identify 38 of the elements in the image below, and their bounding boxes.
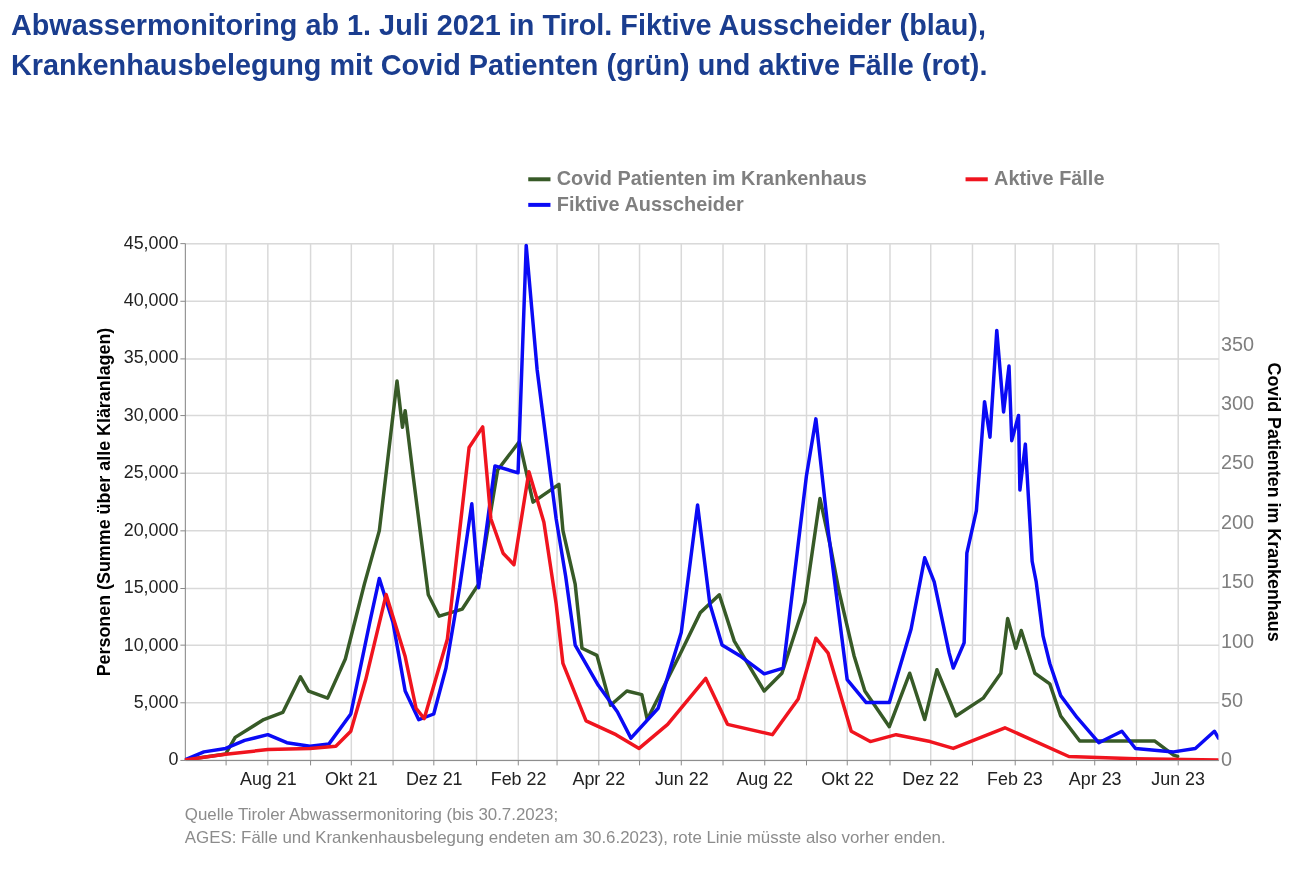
x-tick-label: Apr 22 xyxy=(572,769,626,790)
y2-tick-label: 0 xyxy=(1220,748,1232,771)
x-tick-label: Aug 22 xyxy=(736,769,794,790)
y-tick-label: 30,000 xyxy=(123,404,179,425)
x-tick-label: Dez 21 xyxy=(405,769,463,790)
y-tick-label: 40,000 xyxy=(123,290,179,311)
y-tick-label: 20,000 xyxy=(123,519,179,540)
y-tick-label: 25,000 xyxy=(123,462,179,483)
y-axis-title: Personen (Summe über alle Kläranlagen) xyxy=(93,327,114,677)
y2-tick-label: 150 xyxy=(1220,570,1255,593)
legend-label: Aktive Fälle xyxy=(994,167,1105,190)
x-tick-label: Feb 22 xyxy=(490,769,547,790)
y2-tick-label: 200 xyxy=(1220,510,1255,533)
chart-title: Abwassermonitoring ab 1. Juli 2021 in Tirol. Fiktive Ausscheider (blau), Krankenhausbelegung mit Covid Patienten (grün) und aktive Fälle (rot). xyxy=(10,9,988,82)
y-tick-label: 5,000 xyxy=(133,691,179,712)
legend-label: Covid Patienten im Krankenhaus xyxy=(556,167,867,190)
y2-tick-label: 50 xyxy=(1220,689,1244,711)
y2-tick-label: 250 xyxy=(1220,451,1255,474)
x-tick-label: Aug 21 xyxy=(239,769,297,790)
y-tick-label: 0 xyxy=(168,749,179,770)
y-tick-label: 45,000 xyxy=(123,232,179,253)
x-tick-label: Feb 23 xyxy=(987,769,1043,790)
x-tick-label: Apr 23 xyxy=(1068,769,1122,790)
legend-label: Fiktive Ausscheider xyxy=(556,192,744,215)
x-tick-label: Jun 23 xyxy=(1151,769,1206,790)
x-tick-label: Okt 22 xyxy=(821,769,875,790)
y2-tick-label: 300 xyxy=(1220,391,1255,414)
y-tick-label: 10,000 xyxy=(123,634,179,655)
x-tick-label: Jun 22 xyxy=(654,769,709,790)
y-tick-label: 35,000 xyxy=(123,347,179,368)
x-tick-label: Dez 22 xyxy=(902,769,960,790)
x-tick-label: Okt 21 xyxy=(324,769,378,790)
y-tick-label: 15,000 xyxy=(123,577,179,598)
y2-tick-label: 350 xyxy=(1220,332,1255,355)
y2-axis-title: Covid Patienten im Krankenhaus xyxy=(1264,362,1285,642)
text: AGES: Fälle und Krankenhausbelegung endeten am 30.6.2023), rote Linie müsste also vorher enden. xyxy=(184,828,946,848)
source-note: Quelle Tiroler Abwassermonitoring (bis 30.7.2023; xyxy=(184,804,559,824)
y2-tick-label: 100 xyxy=(1220,629,1255,652)
